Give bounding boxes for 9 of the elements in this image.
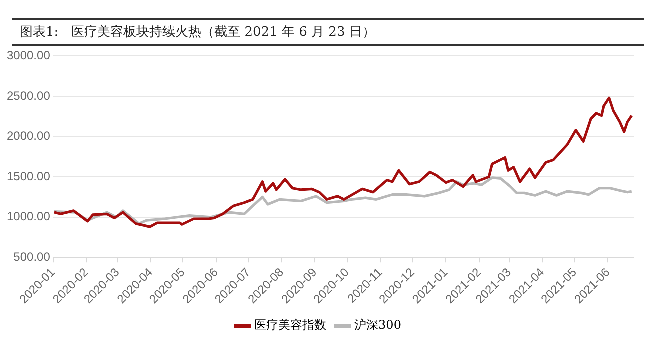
y-tick-label: 2500.00 bbox=[6, 88, 51, 103]
y-tick-label: 500.00 bbox=[14, 250, 51, 264]
chart-title: 图表1: 医疗美容板块持续火热（截至 2021 年 6 月 23 日） bbox=[12, 18, 644, 46]
y-tick-label: 2000.00 bbox=[6, 129, 51, 144]
legend-label: 沪深300 bbox=[354, 318, 402, 332]
legend-label: 医疗美容指数 bbox=[254, 318, 327, 332]
y-tick-label: 3000.00 bbox=[6, 48, 51, 63]
y-tick-label: 1500.00 bbox=[6, 169, 51, 184]
y-tick-label: 1000.00 bbox=[6, 210, 51, 224]
